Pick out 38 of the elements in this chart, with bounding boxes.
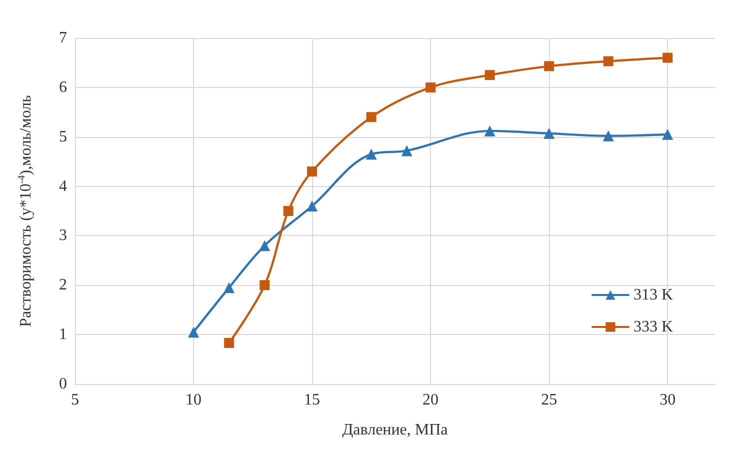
- y-tick-label: 1: [59, 326, 67, 344]
- point: [484, 70, 495, 80]
- point: [401, 145, 412, 156]
- y-tick-label: 4: [59, 178, 67, 195]
- point: [188, 326, 200, 338]
- point: [426, 82, 436, 92]
- y-tick-label: 7: [59, 30, 67, 46]
- point: [544, 61, 554, 72]
- y-tick-label: 0: [59, 376, 67, 392]
- point: [602, 130, 614, 142]
- legend-label: 333 K: [633, 318, 674, 336]
- point: [283, 206, 294, 216]
- point: [259, 240, 270, 252]
- x-tick-label: 5: [71, 392, 79, 408]
- point: [366, 112, 376, 122]
- point: [662, 128, 674, 140]
- y-tick-label: 5: [59, 128, 67, 146]
- x-tick-label: 20: [422, 392, 439, 408]
- x-tick-label: 25: [541, 392, 558, 408]
- y-tick-label: 2: [59, 276, 67, 294]
- point: [484, 125, 496, 136]
- y-tick-label: 6: [59, 78, 67, 96]
- point: [307, 166, 318, 176]
- y-tick-label: 3: [59, 227, 67, 244]
- x-axis-title: Давление, МПа: [342, 422, 448, 438]
- point: [306, 200, 318, 212]
- point: [260, 280, 270, 290]
- x-tick-label: 15: [304, 392, 320, 408]
- point: [662, 52, 673, 63]
- point: [224, 338, 234, 348]
- legend-label: 313 K: [633, 286, 674, 304]
- x-tick-label: 30: [660, 392, 676, 408]
- y-axis-title: Растворимость (у*10-4),моль/моль: [16, 95, 34, 327]
- point: [224, 282, 235, 294]
- point: [544, 128, 555, 139]
- point: [366, 148, 377, 160]
- point: [603, 56, 614, 66]
- x-tick-label: 10: [186, 392, 202, 408]
